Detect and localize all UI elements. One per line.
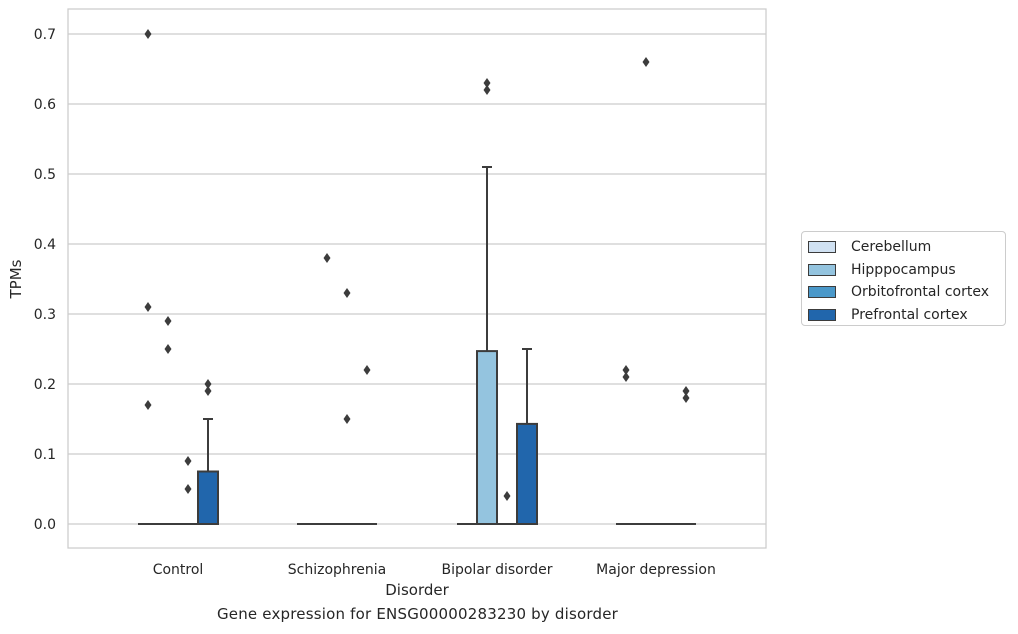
x-tick-label: Control bbox=[153, 562, 204, 578]
outlier-point bbox=[323, 253, 331, 263]
outlier-point bbox=[204, 386, 212, 396]
legend-item: Hipppocampus bbox=[808, 259, 1005, 282]
box bbox=[178, 456, 198, 525]
outlier-point bbox=[682, 393, 690, 403]
y-tick-label: 0.0 bbox=[34, 517, 56, 533]
box bbox=[357, 365, 377, 525]
outlier-point bbox=[642, 57, 650, 67]
y-axis-label: TPMs bbox=[7, 259, 25, 299]
legend-label: Prefrontal cortex bbox=[851, 306, 968, 323]
outlier-point bbox=[622, 372, 630, 382]
box bbox=[636, 57, 656, 525]
outlier-point bbox=[363, 365, 371, 375]
box bbox=[676, 386, 696, 525]
box bbox=[476, 78, 498, 525]
x-tick-label: Schizophrenia bbox=[288, 562, 386, 578]
outlier-point bbox=[144, 302, 152, 312]
x-tick-label: Major depression bbox=[596, 562, 716, 578]
outlier-point bbox=[483, 85, 491, 95]
y-tick-label: 0.6 bbox=[34, 97, 56, 113]
y-tick-label: 0.5 bbox=[34, 167, 56, 183]
x-axis-label: Disorder bbox=[385, 581, 449, 599]
outlier-point bbox=[682, 386, 690, 396]
legend: Cerebellum Hipppocampus Orbitofrontal cort… bbox=[801, 231, 1006, 326]
y-tick-label: 0.2 bbox=[34, 377, 56, 393]
outlier-point bbox=[164, 316, 172, 326]
box bbox=[158, 316, 178, 525]
outlier-point bbox=[622, 365, 630, 375]
outlier-point bbox=[204, 379, 212, 389]
x-tick-label: Bipolar disorder bbox=[441, 562, 552, 578]
y-tick-label: 0.1 bbox=[34, 447, 56, 463]
box bbox=[497, 491, 517, 525]
box-body bbox=[197, 470, 219, 525]
grid-lines bbox=[68, 33, 766, 525]
box-body bbox=[476, 350, 498, 525]
legend-item: Cerebellum bbox=[808, 236, 1005, 259]
y-tick-label: 0.7 bbox=[34, 27, 56, 43]
legend-item: Prefrontal cortex bbox=[808, 304, 1005, 327]
outlier-point bbox=[184, 484, 192, 494]
plot-frame bbox=[67, 8, 767, 549]
legend-label: Orbitofrontal cortex bbox=[851, 284, 989, 301]
x-axis-ticks: Control Schizophrenia Bipolar disorder Majo… bbox=[153, 562, 716, 578]
legend-swatch bbox=[808, 263, 836, 276]
legend-item: Orbitofrontal cortex bbox=[808, 281, 1005, 304]
legend-swatch bbox=[808, 241, 836, 254]
box bbox=[197, 379, 219, 525]
y-axis-ticks: 0.0 0.1 0.2 0.3 0.4 0.5 0.6 0.7 bbox=[34, 27, 56, 533]
outlier-point bbox=[144, 400, 152, 410]
box bbox=[138, 29, 158, 525]
box bbox=[516, 348, 538, 525]
box bbox=[317, 253, 337, 525]
legend-swatch bbox=[808, 308, 836, 321]
box bbox=[616, 365, 636, 525]
legend-label: Hipppocampus bbox=[851, 261, 956, 278]
outlier-point bbox=[483, 78, 491, 88]
box-body bbox=[516, 422, 538, 525]
y-tick-label: 0.3 bbox=[34, 307, 56, 323]
outlier-point bbox=[144, 29, 152, 39]
legend-swatch bbox=[808, 286, 836, 299]
outlier-point bbox=[343, 414, 351, 424]
outlier-point bbox=[164, 344, 172, 354]
y-tick-label: 0.4 bbox=[34, 237, 56, 253]
legend-label: Cerebellum bbox=[851, 239, 932, 256]
outlier-point bbox=[343, 288, 351, 298]
box bbox=[337, 288, 357, 525]
chart-marks bbox=[138, 29, 696, 525]
outlier-point bbox=[503, 491, 511, 501]
figure-caption: Gene expression for ENSG00000283230 by d… bbox=[216, 605, 619, 623]
outlier-point bbox=[184, 456, 192, 466]
